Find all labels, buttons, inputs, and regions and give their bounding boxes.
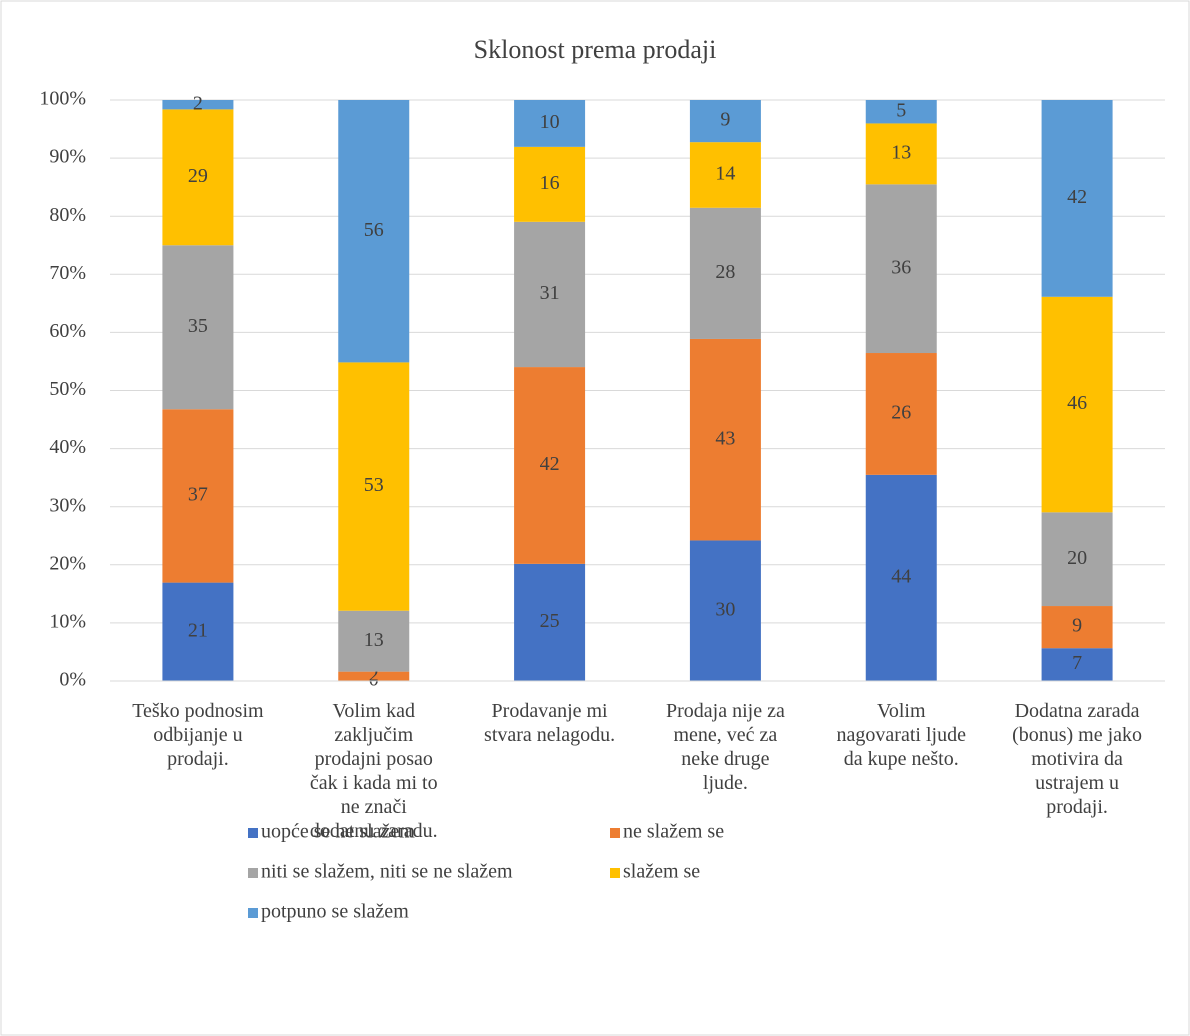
bar-segment <box>514 563 586 681</box>
chart-title: Sklonost prema prodaji <box>474 35 717 64</box>
bar-segment <box>689 338 761 541</box>
y-tick-label: 10% <box>49 610 86 632</box>
bar-segment <box>338 100 410 363</box>
bar-segment <box>865 123 937 185</box>
data-label: 25 <box>540 610 560 632</box>
bar-segment <box>689 142 761 208</box>
x-tick-label: Volim nagovarati ljude da kupe nešto. <box>836 700 966 770</box>
bar-segment <box>689 100 761 143</box>
data-label: 9 <box>1072 615 1082 637</box>
data-label: 30 <box>715 598 735 620</box>
x-tick-label: Prodavanje mi stvara nelagodu. <box>484 700 616 746</box>
data-label: 36 <box>891 256 911 278</box>
bar-segment <box>689 540 761 681</box>
y-tick-label: 80% <box>49 204 86 226</box>
data-label: 44 <box>891 566 911 588</box>
bar-segment <box>689 207 761 339</box>
data-label: 31 <box>540 282 560 304</box>
data-label: 16 <box>540 172 560 194</box>
bar-segment <box>865 474 937 681</box>
data-label: 9 <box>720 109 730 131</box>
data-label: 43 <box>715 427 735 449</box>
bar-segment <box>514 367 586 564</box>
bar-segment <box>514 100 586 147</box>
data-label: 5 <box>896 99 906 121</box>
bar-segment <box>162 409 234 583</box>
bar-segment <box>162 582 234 681</box>
bar-segment <box>162 245 234 410</box>
bar-segment <box>1041 606 1113 649</box>
legend-swatch <box>610 828 620 838</box>
legend-swatch <box>610 868 620 878</box>
bar-segment <box>1041 100 1113 297</box>
bar-segment <box>338 610 410 672</box>
data-label: 29 <box>188 165 208 187</box>
bar-segment <box>865 184 937 354</box>
legend-swatch <box>248 868 258 878</box>
data-label: 13 <box>364 629 384 651</box>
bar-segment <box>162 100 234 110</box>
legend-label: slažem se <box>623 861 700 883</box>
x-tick-label: Prodaja nije za mene, već za neke druge … <box>665 700 785 794</box>
data-label: 53 <box>364 474 384 496</box>
data-label: 10 <box>540 111 560 133</box>
bar-segment <box>514 221 586 368</box>
bar-segment <box>865 353 937 475</box>
data-label: 42 <box>540 453 560 475</box>
x-tick-label: Teško podnosim odbijanje u prodaji. <box>132 700 264 770</box>
bar-segment <box>338 671 410 681</box>
data-label: 46 <box>1067 392 1087 414</box>
data-label: 42 <box>1067 186 1087 208</box>
bar-segment <box>1041 296 1113 513</box>
data-label: 56 <box>364 219 384 241</box>
data-label: 35 <box>188 315 208 337</box>
y-tick-label: 100% <box>39 88 86 110</box>
data-label: 21 <box>188 619 208 641</box>
legend-swatch <box>248 828 258 838</box>
data-label: 2 <box>369 664 379 686</box>
legend-label: uopće se ne slažem <box>261 821 415 843</box>
legend-label: potpuno se slažem <box>261 901 409 923</box>
y-tick-label: 40% <box>49 436 86 458</box>
y-tick-label: 50% <box>49 378 86 400</box>
data-label: 13 <box>891 141 911 163</box>
y-tick-label: 70% <box>49 262 86 284</box>
data-label: 14 <box>715 163 735 185</box>
data-label: 7 <box>1072 652 1082 674</box>
y-tick-label: 20% <box>49 552 86 574</box>
data-label: 37 <box>188 484 208 506</box>
bar-segment <box>1041 512 1113 607</box>
x-tick-label: Dodatna zarada (bonus) me jako motivira … <box>1012 700 1143 818</box>
data-label: 20 <box>1067 547 1087 569</box>
legend-label: ne slažem se <box>623 821 724 843</box>
y-tick-label: 0% <box>59 669 86 691</box>
y-tick-label: 90% <box>49 146 86 168</box>
y-tick-label: 60% <box>49 320 86 342</box>
bar-segment <box>162 109 234 246</box>
bar-segment <box>514 146 586 222</box>
bar-segment <box>1041 648 1113 681</box>
data-label: 2 <box>193 92 203 114</box>
bar-segment <box>865 100 937 124</box>
y-tick-label: 30% <box>49 494 86 516</box>
bar-segment <box>338 362 410 611</box>
data-label: 28 <box>715 261 735 283</box>
legend-swatch <box>248 908 258 918</box>
x-tick-label: Volim kad zaključim prodajni posao čak i… <box>309 700 438 842</box>
data-label: 26 <box>891 402 911 424</box>
legend-label: niti se slažem, niti se ne slažem <box>261 861 513 883</box>
